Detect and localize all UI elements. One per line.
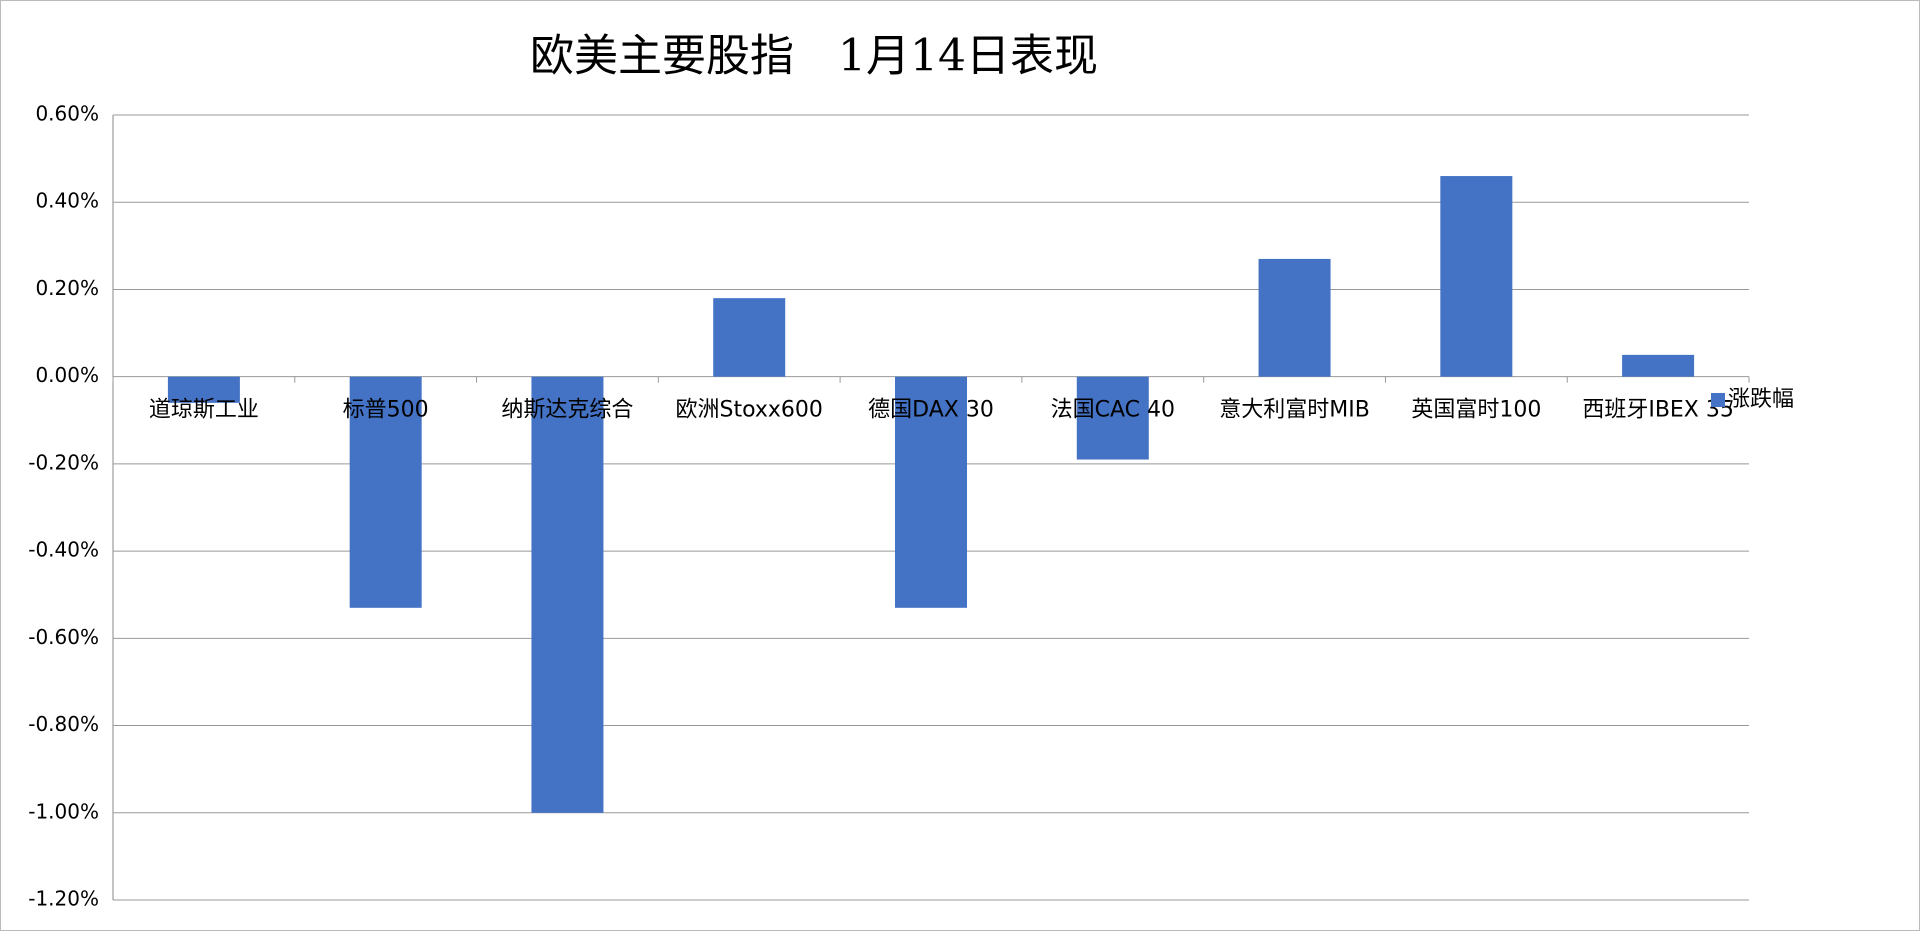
x-tick-label: 法国CAC 40 xyxy=(1051,398,1175,423)
x-tick-label: 道琼斯工业 xyxy=(149,398,259,423)
x-tick-label: 德国DAX 30 xyxy=(868,398,994,423)
bar xyxy=(1258,258,1331,377)
y-tick-label: -0.60% xyxy=(28,625,99,649)
x-tick-label: 标普500 xyxy=(343,398,429,423)
y-tick-label: -0.20% xyxy=(28,450,99,474)
y-tick-label: -1.00% xyxy=(28,799,99,823)
y-tick-label: 0.60% xyxy=(35,102,99,126)
x-tick-label: 意大利富时MIB xyxy=(1219,398,1370,423)
bar xyxy=(1622,354,1695,377)
chart-title: 欧美主要股指 1月14日表现 xyxy=(530,31,1098,82)
legend-swatch xyxy=(1711,393,1725,407)
bar xyxy=(167,376,240,403)
x-tick-label: 欧洲Stoxx600 xyxy=(676,398,823,423)
bar xyxy=(1076,376,1149,460)
bar xyxy=(713,298,786,377)
y-tick-label: -1.20% xyxy=(28,887,99,911)
bar xyxy=(895,376,967,608)
x-tick-label: 英国富时100 xyxy=(1411,398,1541,423)
x-tick-label: 西班牙IBEX 35 xyxy=(1582,398,1734,423)
y-tick-label: -0.40% xyxy=(28,538,99,562)
y-tick-label: 0.00% xyxy=(35,363,99,387)
bar xyxy=(349,376,422,608)
legend-label: 涨跌幅 xyxy=(1728,387,1794,412)
bar xyxy=(1440,176,1513,377)
y-tick-label: 0.40% xyxy=(35,189,99,213)
y-tick-label: 0.20% xyxy=(35,276,99,300)
y-tick-label: -0.80% xyxy=(28,712,99,736)
bar xyxy=(531,376,604,813)
x-tick-label: 纳斯达克综合 xyxy=(501,398,633,423)
